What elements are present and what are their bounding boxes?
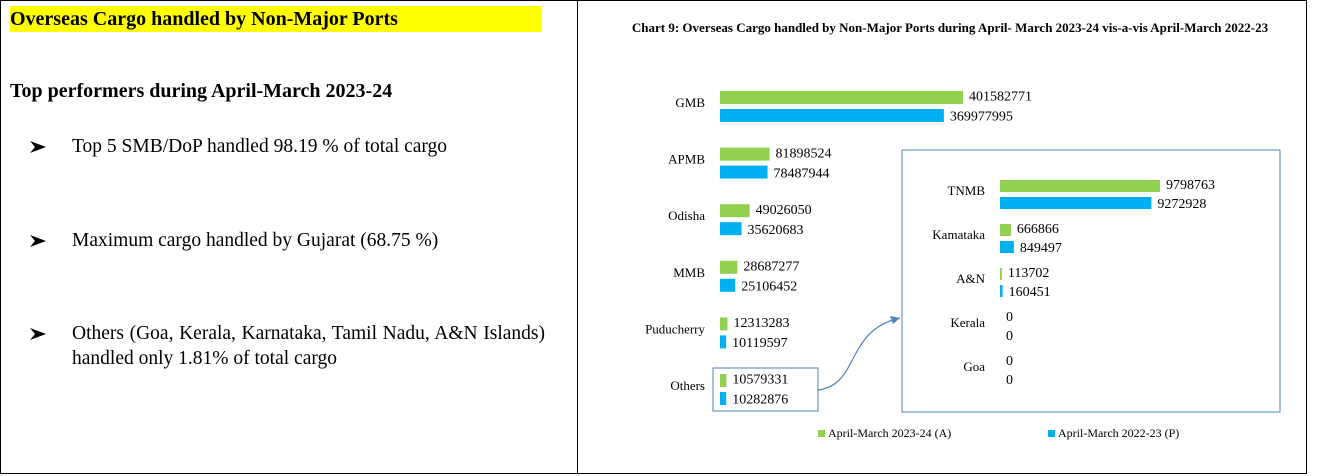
bar	[720, 204, 750, 218]
bar	[1000, 268, 1002, 280]
legend-swatch	[818, 430, 825, 437]
bar	[720, 109, 944, 122]
bar	[1000, 180, 1160, 192]
value-label: 666866	[1017, 222, 1059, 237]
bullet: Others (Goa, Kerala, Karnataka, Tamil Na…	[72, 323, 545, 369]
value-label: 9798763	[1166, 178, 1215, 193]
bar	[720, 147, 770, 161]
category-label: TNMB	[947, 183, 985, 198]
value-label: 369977995	[950, 110, 1013, 125]
category-label: Puducherry	[645, 321, 705, 336]
value-label: 25106452	[741, 280, 797, 295]
bullet-marker	[30, 328, 46, 340]
value-label: 10579331	[732, 373, 788, 388]
legend-label: April-March 2023-24 (A)	[828, 426, 951, 440]
category-label: Odisha	[668, 208, 705, 223]
bar	[720, 392, 727, 405]
value-label: 0	[1006, 354, 1013, 369]
value-label: 35620683	[748, 223, 804, 238]
bullet: Maximum cargo handled by Gujarat (68.75 …	[72, 230, 439, 251]
bar	[720, 335, 727, 349]
category-label: APMB	[668, 152, 705, 167]
category-label: Goa	[963, 359, 985, 374]
chart-title-box: Chart 9: Overseas Cargo handled by Non-M…	[631, 20, 1269, 35]
arrow-head	[890, 316, 900, 324]
subheading: Top performers during April-March 2023-2…	[10, 80, 393, 102]
value-label: 0	[1006, 373, 1013, 388]
value-label: 81898524	[776, 146, 832, 161]
bullet: Top 5 SMB/DoP handled 98.19 % of total c…	[72, 136, 448, 157]
bullet-marker	[30, 235, 46, 247]
bar	[720, 165, 768, 179]
legend-label: April-March 2022-23 (P)	[1058, 426, 1179, 440]
value-label: 78487944	[773, 166, 829, 181]
bar	[720, 222, 742, 236]
category-label: Others	[670, 378, 705, 393]
bar	[720, 278, 736, 292]
bar	[720, 260, 738, 274]
value-label: 160451	[1009, 285, 1051, 300]
value-label: 49026050	[756, 203, 812, 218]
category-label: A&N	[956, 271, 986, 286]
value-label: 12313283	[733, 316, 789, 331]
value-label: 28687277	[743, 260, 799, 275]
bar	[720, 317, 728, 331]
value-label: 401582771	[969, 90, 1032, 105]
category-label: Kamataka	[932, 227, 985, 242]
bullet-marker	[30, 141, 46, 153]
bar	[1000, 224, 1011, 236]
category-label: MMB	[673, 265, 705, 280]
value-label: 849497	[1020, 241, 1062, 256]
value-label: 9272928	[1157, 197, 1206, 212]
bar	[720, 374, 727, 387]
value-label: 10282876	[732, 393, 788, 408]
heading: Overseas Cargo handled by Non-Major Port…	[10, 6, 541, 32]
value-label: 0	[1006, 310, 1013, 325]
bar	[1000, 197, 1152, 209]
chart-title: Chart 9: Overseas Cargo handled by Non-M…	[631, 20, 1269, 35]
value-label: 10119597	[732, 336, 787, 351]
inset-box	[901, 149, 1281, 413]
bar	[1000, 241, 1014, 253]
bar	[720, 91, 963, 104]
connector-arrow	[817, 317, 901, 391]
legend-swatch	[1048, 430, 1055, 437]
value-label: 0	[1006, 329, 1013, 344]
category-label: Kerala	[950, 315, 985, 330]
cell-divider	[577, 0, 578, 474]
category-label: GMB	[675, 95, 705, 110]
bar	[1000, 285, 1003, 297]
value-label: 113702	[1008, 266, 1049, 281]
